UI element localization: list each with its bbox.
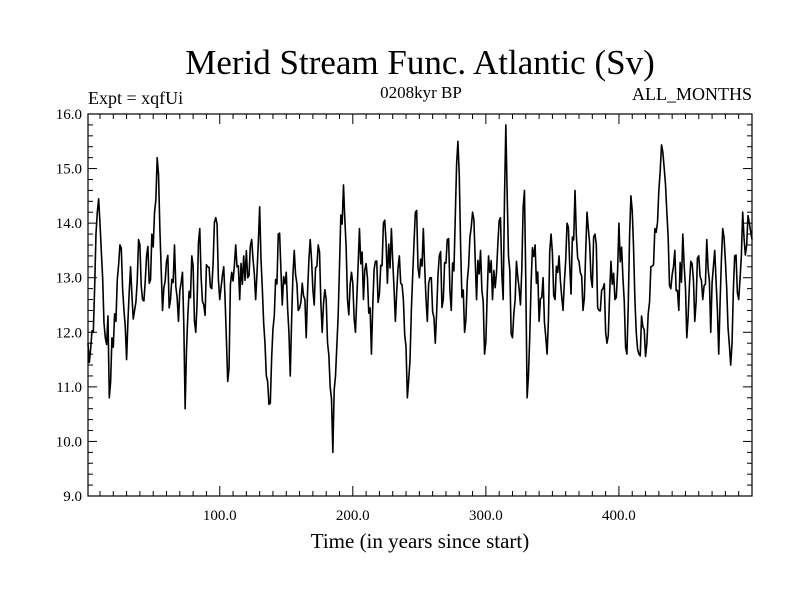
series-layer: [87, 124, 753, 454]
y-tick-label: 16.0: [56, 107, 82, 123]
experiment-label: Expt = xqfUi: [88, 88, 183, 108]
period-label: 0208kyr BP: [380, 83, 462, 102]
x-tick-label: 300.0: [469, 508, 503, 524]
months-label: ALL_MONTHS: [632, 84, 752, 104]
x-tick-label: 400.0: [602, 508, 636, 524]
x-tick-label: 100.0: [203, 508, 237, 524]
y-tick-label: 15.0: [56, 162, 82, 178]
y-tick-label: 10.0: [56, 434, 82, 450]
chart-title: Merid Stream Func. Atlantic (Sv): [185, 43, 655, 82]
plot-frame: [87, 113, 753, 497]
x-axis-label: Time (in years since start): [311, 529, 530, 553]
y-tick-label: 14.0: [56, 216, 82, 232]
y-tick-label: 11.0: [56, 380, 82, 396]
y-tick-label: 9.0: [63, 489, 82, 505]
ticks-layer: 9.0 10.0 11.0 12.0 13.0 14.0 15.0 16.0 100.0 200.…: [56, 107, 752, 524]
x-tick-label: 200.0: [336, 508, 370, 524]
y-tick-label: 13.0: [56, 271, 82, 287]
y-tick-label: 12.0: [56, 325, 82, 341]
series-line: [87, 124, 753, 454]
